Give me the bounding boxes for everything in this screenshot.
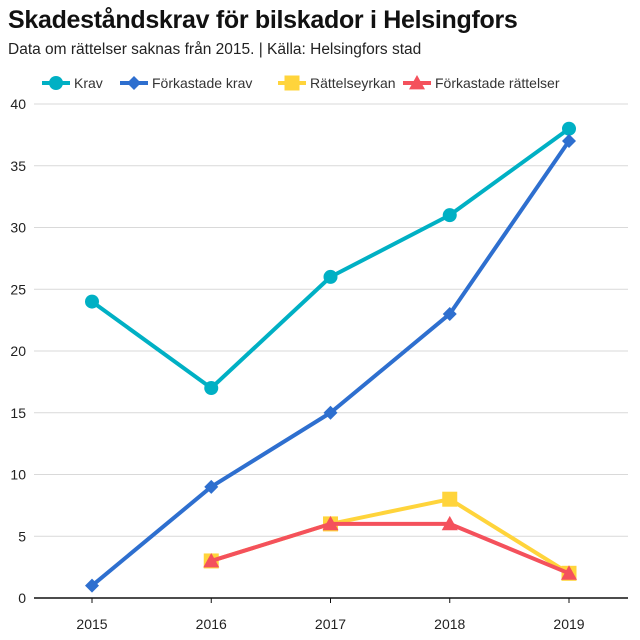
- data-point-krav-2017: [323, 269, 338, 284]
- x-tick-label-2019: 2019: [553, 616, 584, 632]
- legend-marker-förkastade-rättelser: [409, 75, 425, 90]
- series-line-krav: [90, 126, 571, 391]
- data-point-förkastade-krav-2018: [442, 306, 457, 321]
- data-point-krav-2018: [442, 208, 457, 223]
- legend-label-förkastade-rättelser: Förkastade rättelser: [435, 75, 560, 91]
- y-tick-label-0: 0: [18, 590, 26, 606]
- y-tick-label-15: 15: [10, 405, 26, 421]
- legend-marker-förkastade-krav: [127, 76, 141, 90]
- y-tick-label-20: 20: [10, 343, 26, 359]
- data-point-förkastade-krav-2016: [204, 479, 219, 494]
- chart-subtitle: Data om rättelser saknas från 2015. | Kä…: [8, 41, 422, 58]
- y-tick-label-5: 5: [18, 528, 26, 544]
- data-point-krav-2015: [85, 294, 99, 309]
- data-point-förkastade-rättelser-2018: [441, 515, 458, 531]
- legend-label-rättelseyrkan: Rättelseyrkan: [310, 75, 396, 91]
- y-tick-label-40: 40: [10, 96, 26, 112]
- x-tick-label-2017: 2017: [315, 616, 346, 632]
- y-tick-label-35: 35: [10, 158, 26, 174]
- y-tick-label-25: 25: [10, 281, 26, 297]
- data-point-förkastade-rättelser-2017: [322, 515, 339, 531]
- legend-label-krav: Krav: [74, 75, 103, 91]
- chart-title: Skadeståndskrav för bilskador i Helsingf…: [8, 6, 518, 34]
- x-tick-label-2018: 2018: [434, 616, 465, 632]
- data-point-förkastade-krav-2019: [562, 134, 576, 149]
- data-point-förkastade-rättelser-2019: [561, 565, 577, 580]
- legend-label-förkastade-krav: Förkastade krav: [152, 75, 252, 91]
- x-tick-label-2015: 2015: [76, 616, 107, 632]
- data-point-krav-2019: [562, 121, 576, 136]
- legend-marker-rättelseyrkan: [284, 75, 300, 91]
- data-point-krav-2016: [204, 381, 219, 396]
- series-line-förkastade-rättelser: [209, 521, 571, 576]
- data-point-förkastade-krav-2017: [323, 405, 338, 420]
- y-tick-label-30: 30: [10, 220, 26, 236]
- legend-marker-krav: [49, 76, 63, 90]
- y-tick-label-10: 10: [10, 467, 26, 483]
- data-point-förkastade-rättelser-2016: [203, 552, 220, 568]
- data-point-rättelseyrkan-2018: [442, 491, 458, 507]
- x-tick-label-2016: 2016: [196, 616, 227, 632]
- data-point-förkastade-krav-2015: [85, 578, 99, 593]
